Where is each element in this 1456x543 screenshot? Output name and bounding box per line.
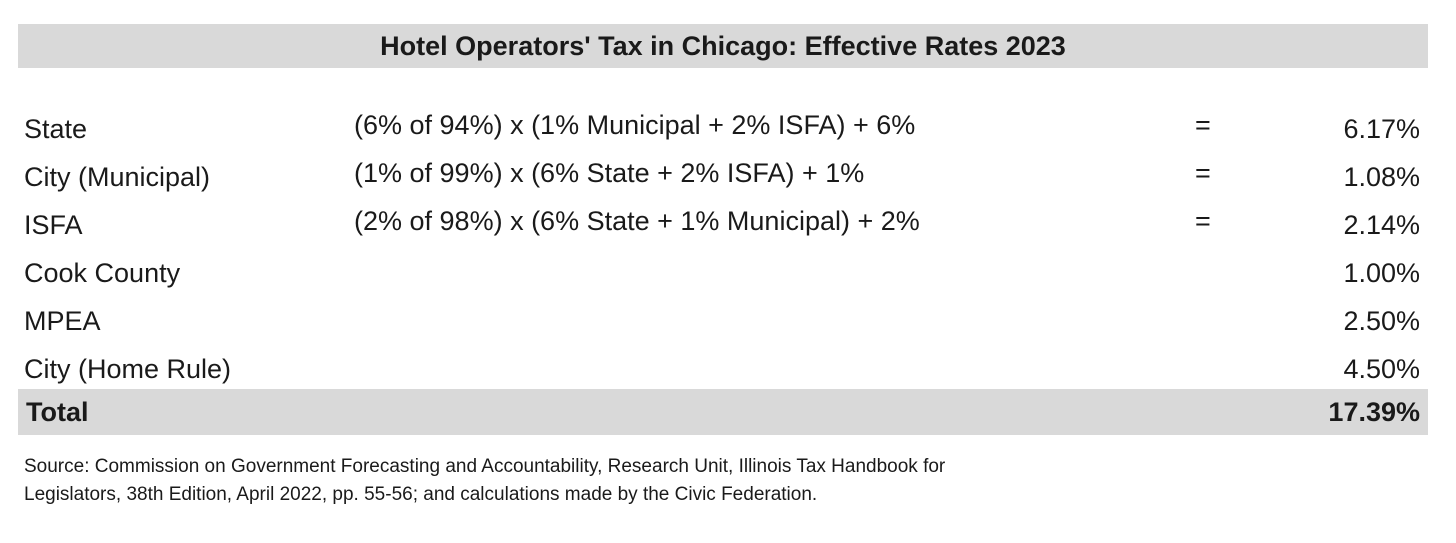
row-formula: (1% of 99%) x (6% State + 2% ISFA) + 1% xyxy=(354,158,865,188)
total-value: 17.39% xyxy=(1328,397,1420,427)
source-line-2: Legislators, 38th Edition, April 2022, p… xyxy=(24,484,818,505)
source-line-1: Source: Commission on Government Forecas… xyxy=(24,456,946,477)
row-value: 6.17% xyxy=(1343,114,1420,144)
total-label: Total xyxy=(26,397,89,427)
table-title-text: Hotel Operators' Tax in Chicago: Effecti… xyxy=(380,30,1066,61)
table-row-city-home-rule: City (Home Rule) 4.50% xyxy=(18,346,1428,394)
row-label: City (Home Rule) xyxy=(24,354,232,384)
row-value: 4.50% xyxy=(1343,354,1420,384)
row-value: 1.00% xyxy=(1343,258,1420,288)
table-row-mpea: MPEA 2.50% xyxy=(18,298,1428,346)
equals-sign: = xyxy=(1195,206,1211,236)
table-row-city-municipal: City (Municipal) (1% of 99%) x (6% State… xyxy=(18,154,1428,202)
equals-sign: = xyxy=(1195,110,1211,140)
row-value: 2.14% xyxy=(1343,210,1420,240)
source-note: Source: Commission on Government Forecas… xyxy=(24,453,1414,509)
row-label: ISFA xyxy=(24,210,83,240)
row-label: MPEA xyxy=(24,306,101,336)
total-row: Total 17.39% xyxy=(18,389,1428,435)
table-row-state: State (6% of 94%) x (1% Municipal + 2% I… xyxy=(18,106,1428,154)
equals-sign: = xyxy=(1195,158,1211,188)
row-label: Cook County xyxy=(24,258,181,288)
row-label: State xyxy=(24,114,88,144)
rate-table-body: State (6% of 94%) x (1% Municipal + 2% I… xyxy=(18,106,1428,394)
row-formula: (2% of 98%) x (6% State + 1% Municipal) … xyxy=(354,206,920,236)
table-title: Hotel Operators' Tax in Chicago: Effecti… xyxy=(18,24,1428,68)
row-formula: (6% of 94%) x (1% Municipal + 2% ISFA) +… xyxy=(354,110,916,140)
row-value: 2.50% xyxy=(1343,306,1420,336)
table-row-isfa: ISFA (2% of 98%) x (6% State + 1% Munici… xyxy=(18,202,1428,250)
table-row-cook-county: Cook County 1.00% xyxy=(18,250,1428,298)
row-label: City (Municipal) xyxy=(24,162,211,192)
row-value: 1.08% xyxy=(1343,162,1420,192)
